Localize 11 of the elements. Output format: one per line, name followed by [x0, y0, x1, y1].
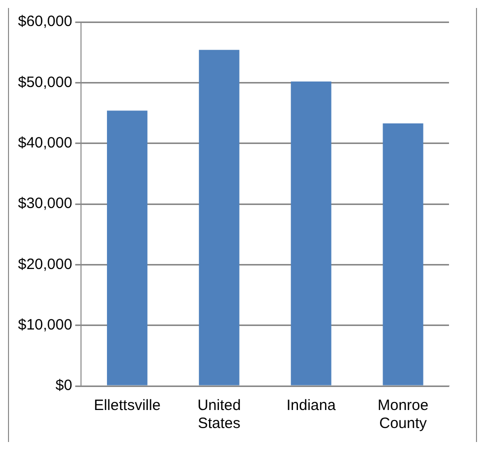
x-tick-label: Indiana: [286, 397, 336, 414]
y-tick-label: $40,000: [18, 134, 72, 152]
x-tick-label: Monroe County: [378, 397, 428, 432]
x-tick-label: United States: [197, 397, 241, 432]
y-tick-label: $10,000: [18, 316, 72, 334]
x-tick-label: Ellettsville: [94, 397, 161, 414]
y-tick-label: $60,000: [18, 13, 72, 30]
y-tick-label: $30,000: [18, 195, 72, 212]
y-tick-label: $0: [56, 377, 72, 394]
y-tick-label: $20,000: [18, 256, 72, 273]
y-tick-label: $50,000: [18, 74, 72, 91]
